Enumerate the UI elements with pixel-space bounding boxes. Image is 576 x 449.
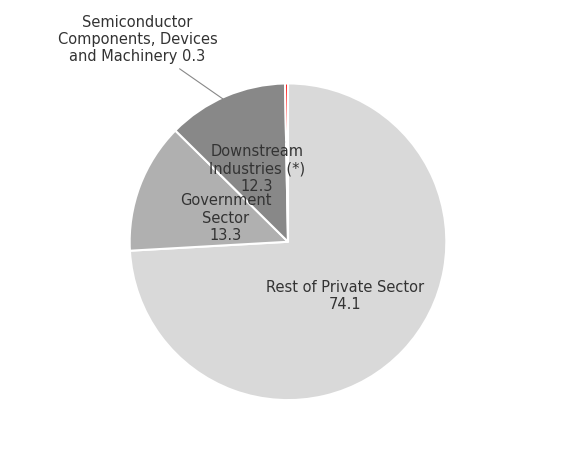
Wedge shape: [175, 84, 288, 242]
Text: Semiconductor
Components, Devices
and Machinery 0.3: Semiconductor Components, Devices and Ma…: [58, 15, 285, 142]
Text: Downstream
Industries (*)
12.3: Downstream Industries (*) 12.3: [209, 144, 305, 194]
Text: Government
Sector
13.3: Government Sector 13.3: [180, 194, 271, 243]
Wedge shape: [130, 131, 288, 251]
Text: Rest of Private Sector
74.1: Rest of Private Sector 74.1: [267, 280, 425, 313]
Wedge shape: [285, 84, 288, 242]
Wedge shape: [130, 84, 446, 400]
